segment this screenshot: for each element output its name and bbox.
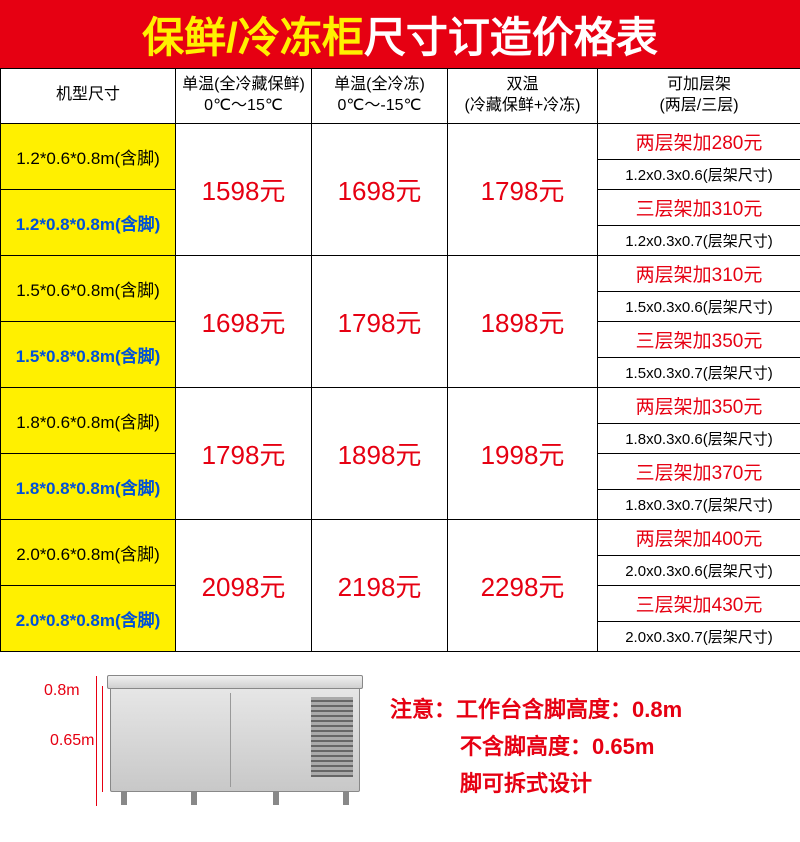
price-cell: 1598元 <box>176 123 312 255</box>
price-cell: 1698元 <box>312 123 448 255</box>
shelf-cell: 两层架加310元 1.5x0.3x0.6(层架尺寸) <box>598 255 800 321</box>
shelf-dim: 1.5x0.3x0.6(层架尺寸) <box>598 292 800 321</box>
notes: 注意：工作台含脚高度：0.8m 不含脚高度：0.65m 脚可拆式设计 <box>380 691 780 803</box>
size-cell: 1.2*0.6*0.8m(含脚) <box>1 123 176 189</box>
shelf-price: 两层架加350元 <box>598 388 800 424</box>
shelf-cell: 三层架加310元 1.2x0.3x0.7(层架尺寸) <box>598 189 800 255</box>
price-table: 机型尺寸 单温(全冷藏保鲜) 0℃～15℃ 单温(全冷冻) 0℃～-15℃ 双温… <box>0 68 800 652</box>
size-cell: 1.8*0.8*0.8m(含脚) <box>1 453 176 519</box>
shelf-cell: 三层架加370元 1.8x0.3x0.7(层架尺寸) <box>598 453 800 519</box>
col-size: 机型尺寸 <box>1 69 176 124</box>
shelf-dim: 1.5x0.3x0.7(层架尺寸) <box>598 358 800 387</box>
shelf-price: 两层架加280元 <box>598 124 800 160</box>
shelf-price: 两层架加400元 <box>598 520 800 556</box>
shelf-cell: 两层架加280元 1.2x0.3x0.6(层架尺寸) <box>598 123 800 189</box>
size-cell: 2.0*0.8*0.8m(含脚) <box>1 585 176 651</box>
title-banner: 保鲜/冷冻柜 尺寸订造价格表 <box>0 0 800 68</box>
price-cell: 1798元 <box>448 123 598 255</box>
shelf-dim: 1.8x0.3x0.7(层架尺寸) <box>598 490 800 519</box>
shelf-price: 三层架加350元 <box>598 322 800 358</box>
worktop-icon <box>110 682 360 792</box>
footer: 0.8m 0.65m 注意：工作台含脚高度：0.8m 不含脚高度：0.65m 脚… <box>0 652 800 842</box>
shelf-dim: 1.2x0.3x0.7(层架尺寸) <box>598 226 800 255</box>
shelf-cell: 两层架加350元 1.8x0.3x0.6(层架尺寸) <box>598 387 800 453</box>
size-cell: 1.8*0.6*0.8m(含脚) <box>1 387 176 453</box>
price-cell: 2298元 <box>448 519 598 651</box>
shelf-cell: 三层架加350元 1.5x0.3x0.7(层架尺寸) <box>598 321 800 387</box>
dim-label-065: 0.65m <box>50 732 94 750</box>
dim-label-08: 0.8m <box>44 682 80 700</box>
price-cell: 1798元 <box>312 255 448 387</box>
shelf-price: 两层架加310元 <box>598 256 800 292</box>
price-cell: 1898元 <box>448 255 598 387</box>
size-cell: 1.2*0.8*0.8m(含脚) <box>1 189 176 255</box>
note-line3: 脚可拆式设计 <box>390 765 780 802</box>
col-single-fresh: 单温(全冷藏保鲜) 0℃～15℃ <box>176 69 312 124</box>
size-cell: 2.0*0.6*0.8m(含脚) <box>1 519 176 585</box>
price-cell: 1998元 <box>448 387 598 519</box>
table-row: 1.2*0.6*0.8m(含脚)1598元1698元1798元 两层架加280元… <box>1 123 800 189</box>
shelf-cell: 两层架加400元 2.0x0.3x0.6(层架尺寸) <box>598 519 800 585</box>
price-cell: 1898元 <box>312 387 448 519</box>
col-dual: 双温 (冷藏保鲜+冷冻) <box>448 69 598 124</box>
shelf-cell: 三层架加430元 2.0x0.3x0.7(层架尺寸) <box>598 585 800 651</box>
price-cell: 1698元 <box>176 255 312 387</box>
col-single-freeze: 单温(全冷冻) 0℃～-15℃ <box>312 69 448 124</box>
shelf-dim: 1.2x0.3x0.6(层架尺寸) <box>598 160 800 189</box>
size-cell: 1.5*0.8*0.8m(含脚) <box>1 321 176 387</box>
note-line1: 注意：工作台含脚高度：0.8m <box>390 691 780 728</box>
table-row: 1.5*0.6*0.8m(含脚)1698元1798元1898元 两层架加310元… <box>1 255 800 321</box>
col-shelf: 可加层架 (两层/三层) <box>598 69 800 124</box>
price-cell: 2198元 <box>312 519 448 651</box>
shelf-dim: 2.0x0.3x0.6(层架尺寸) <box>598 556 800 585</box>
shelf-dim: 2.0x0.3x0.7(层架尺寸) <box>598 622 800 651</box>
product-diagram: 0.8m 0.65m <box>20 662 380 832</box>
shelf-price: 三层架加430元 <box>598 586 800 622</box>
note-line2: 不含脚高度：0.65m <box>390 728 780 765</box>
shelf-dim: 1.8x0.3x0.6(层架尺寸) <box>598 424 800 453</box>
size-cell: 1.5*0.6*0.8m(含脚) <box>1 255 176 321</box>
shelf-price: 三层架加370元 <box>598 454 800 490</box>
shelf-price: 三层架加310元 <box>598 190 800 226</box>
table-row: 1.8*0.6*0.8m(含脚)1798元1898元1998元 两层架加350元… <box>1 387 800 453</box>
title-part2: 尺寸订造价格表 <box>364 4 658 65</box>
price-cell: 1798元 <box>176 387 312 519</box>
price-cell: 2098元 <box>176 519 312 651</box>
title-part1: 保鲜/冷冻柜 <box>142 4 364 65</box>
header-row: 机型尺寸 单温(全冷藏保鲜) 0℃～15℃ 单温(全冷冻) 0℃～-15℃ 双温… <box>1 69 800 124</box>
table-row: 2.0*0.6*0.8m(含脚)2098元2198元2298元 两层架加400元… <box>1 519 800 585</box>
